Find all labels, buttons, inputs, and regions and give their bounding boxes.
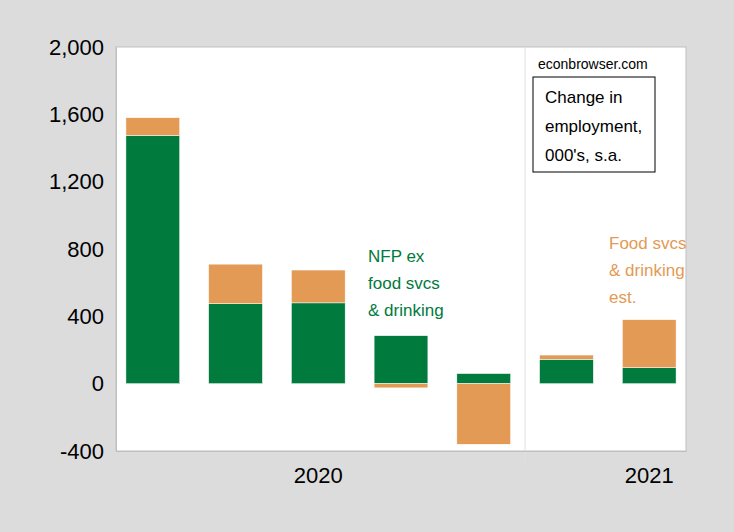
series-label: Food svcs & drinking est. [609,234,686,307]
bar [457,384,511,445]
bar [457,374,511,384]
series-label-line: food svcs [368,274,440,293]
y-tick-label: 400 [67,304,104,329]
bar [540,355,594,359]
x-axis-line [117,451,687,452]
bar [126,135,180,383]
title-line: employment, [545,117,642,136]
bar [126,118,180,136]
x-tick: 2021 [625,451,674,488]
group-divider [525,47,526,461]
y-tick-label: 2,000 [49,35,104,60]
series-label-line: & drinking [609,261,685,280]
title: Change in employment, 000's, s.a. [545,88,642,165]
y-tick: 2,000 [49,35,116,60]
series-label: NFP ex food svcs & drinking [368,247,444,320]
bar [209,304,263,384]
y-tick: 1,600 [49,102,116,127]
x-axis: 2020 2021 [117,451,687,488]
series-bars [126,135,676,383]
series-label-line: NFP ex [368,247,425,266]
bar [374,384,428,388]
bar [209,264,263,304]
bar [622,368,676,384]
series-label-line: Food svcs [609,234,686,253]
series-label-line: est. [609,288,636,307]
bar [540,359,594,383]
bar [374,336,428,384]
title-line: 000's, s.a. [545,146,622,165]
bar [291,270,345,303]
title-line: Change in [545,88,623,107]
x-tick-label: 2021 [625,463,674,488]
x-tick: 2020 [294,451,343,488]
bar [291,303,345,384]
y-tick-label: 800 [67,237,104,262]
y-tick-label: 1,200 [49,169,104,194]
background [0,0,734,532]
plot-area [116,47,686,451]
y-tick: 1,200 [49,169,116,194]
y-tick-label: 1,600 [49,102,104,127]
y-tick: 400 [67,304,116,329]
y-axis: -400 0 400 800 1,200 1,600 2,000 [49,35,117,464]
x-tick-label: 2020 [294,463,343,488]
y-tick-label: 0 [92,371,104,396]
chart-svg: -400 0 400 800 1,200 1,600 2,000 2020 2021 econbr… [0,0,734,532]
series-label-line: & drinking [368,301,444,320]
y-axis-line [116,48,117,452]
source-note: econbrowser.com [538,56,648,72]
y-tick: -400 [60,439,116,464]
title-box [533,77,655,172]
y-tick: 800 [67,237,116,262]
y-tick-label: -400 [60,439,104,464]
y-tick: 0 [92,371,116,396]
bar [622,320,676,368]
